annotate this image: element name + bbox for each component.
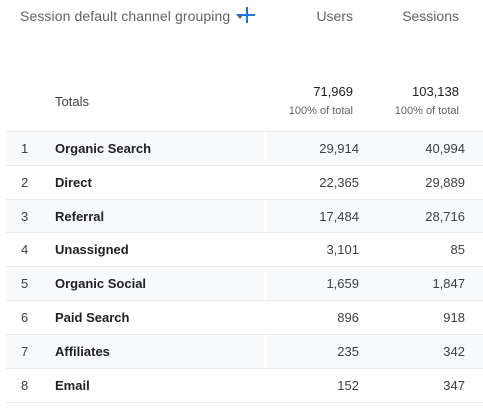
totals-sessions-pct: 100% of total (394, 105, 459, 117)
table-row: 3 Referral 17,484 28,716 (6, 198, 483, 233)
totals-users-pct: 100% of total (288, 105, 353, 117)
table-row: 4 Unassigned 3,101 85 (6, 232, 483, 266)
row-sessions: 918 (443, 309, 465, 325)
row-sessions: 29,889 (425, 174, 465, 190)
row-index: 5 (21, 276, 29, 292)
row-channel-name: Email (55, 377, 90, 393)
table-row: 2 Direct 22,365 29,889 (6, 164, 483, 199)
row-channel-name: Referral (55, 208, 105, 224)
column-header-users[interactable]: Users (316, 8, 353, 24)
row-channel-name: Unassigned (55, 242, 129, 258)
table-row: 6 Paid Search 896 918 (6, 299, 483, 334)
totals-sessions-value: 103,138 (412, 84, 459, 99)
row-index: 3 (21, 208, 29, 224)
table-row: 1 Organic Search 29,914 40,994 (6, 131, 483, 165)
row-channel-name: Organic Search (55, 141, 152, 156)
row-users: 152 (337, 377, 359, 393)
row-users: 29,914 (319, 141, 359, 156)
row-index: 8 (21, 377, 29, 393)
row-users: 3,101 (326, 242, 359, 258)
row-sessions: 40,994 (425, 141, 465, 156)
data-table: 1 Organic Search 29,914 40,994 2 Direct … (6, 131, 483, 401)
row-sessions: 347 (443, 377, 465, 393)
totals-users-value: 71,969 (313, 84, 353, 99)
row-users: 22,365 (319, 174, 359, 190)
row-users: 1,659 (326, 276, 359, 292)
row-channel-name: Organic Social (55, 276, 147, 292)
column-header-sessions[interactable]: Sessions (402, 8, 459, 24)
row-sessions: 1,847 (432, 276, 465, 292)
row-channel-name: Direct (55, 174, 92, 190)
totals-label: Totals (55, 94, 89, 109)
row-index: 1 (21, 141, 29, 156)
row-sessions: 85 (450, 242, 465, 258)
dimension-dropdown[interactable]: Session default channel grouping (20, 8, 245, 24)
row-users: 235 (337, 343, 359, 359)
row-channel-name: Paid Search (55, 309, 130, 325)
plus-icon (239, 7, 255, 23)
table-header: Session default channel grouping Users S… (0, 0, 483, 36)
row-index: 2 (21, 174, 29, 190)
table-row: 7 Affiliates 235 342 (6, 333, 483, 368)
dimension-label: Session default channel grouping (20, 8, 231, 24)
table-bottom-divider (6, 402, 483, 403)
row-index: 4 (21, 242, 29, 258)
add-dimension-button[interactable] (236, 4, 258, 26)
row-users: 896 (337, 309, 359, 325)
row-index: 7 (21, 343, 29, 359)
row-sessions: 342 (443, 343, 465, 359)
table-row: 5 Organic Social 1,659 1,847 (6, 266, 483, 300)
totals-row: Totals 71,969 100% of total 103,138 100%… (0, 72, 483, 130)
table-row: 8 Email 152 347 (6, 367, 483, 402)
row-sessions: 28,716 (425, 208, 465, 224)
row-users: 17,484 (319, 208, 359, 224)
row-channel-name: Affiliates (55, 343, 110, 359)
row-index: 6 (21, 309, 29, 325)
